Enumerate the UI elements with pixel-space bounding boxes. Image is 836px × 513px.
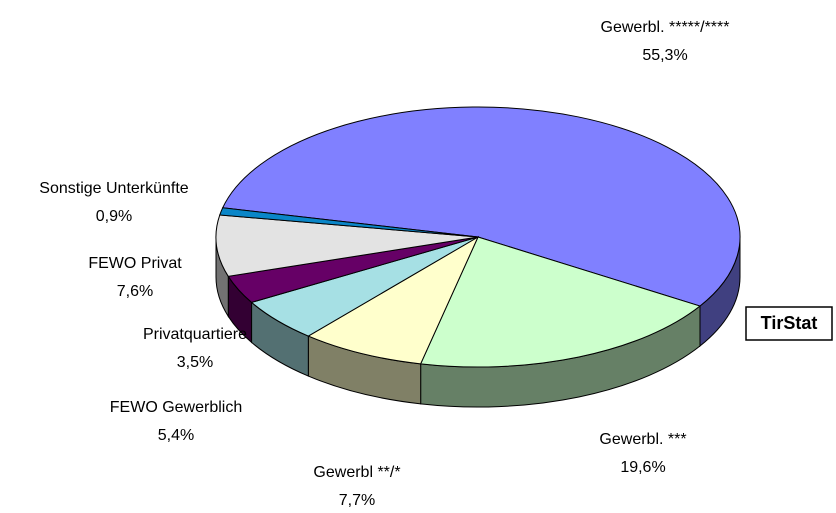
slice-value: 19,6% (620, 459, 665, 476)
slice-label: FEWO Gewerblich (110, 399, 242, 416)
source-box (745, 306, 833, 341)
slice-value: 0,9% (96, 208, 132, 225)
slice-value: 7,6% (117, 283, 153, 300)
slice (307, 235, 480, 365)
slice-value: 3,5% (177, 354, 213, 371)
slice-label: Sonstige Unterkünfte (39, 180, 189, 197)
slice (221, 106, 741, 307)
slice-label: Gewerbl. *****/**** (601, 19, 730, 36)
slice (215, 214, 479, 277)
slice-value: 5,4% (158, 427, 194, 444)
slice-label: Privatquartiere (143, 326, 247, 343)
slice-value: 55,3% (642, 47, 687, 64)
slice (419, 236, 702, 368)
slice-label: Gewerbl. *** (599, 431, 686, 448)
slice-value: 7,7% (339, 492, 375, 509)
slice-label: FEWO Privat (88, 255, 182, 272)
slice-label: Gewerbl **/* (313, 464, 400, 481)
slice (219, 207, 479, 238)
source-label: TirStat (761, 313, 818, 333)
